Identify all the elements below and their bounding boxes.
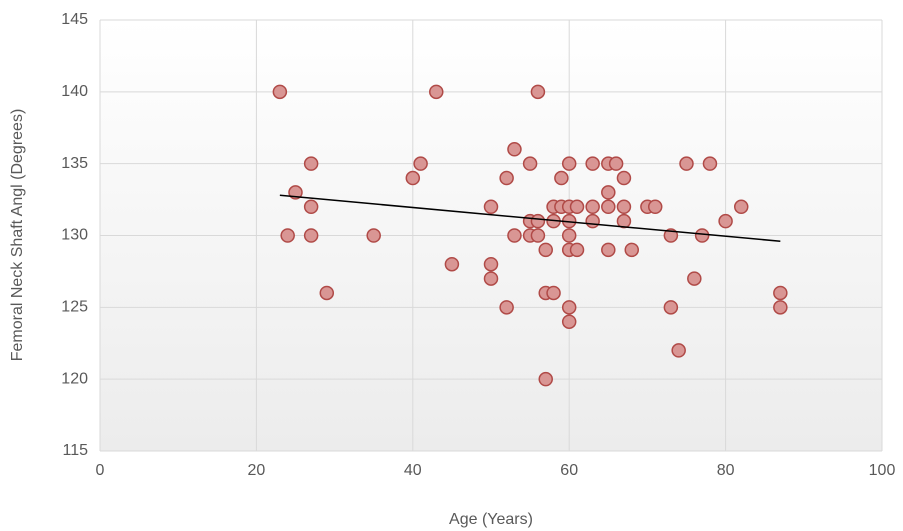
point bbox=[546, 285, 561, 301]
x-tick-label: 60 bbox=[560, 462, 578, 479]
y-tick-label: 145 bbox=[61, 11, 88, 28]
point bbox=[522, 156, 538, 171]
point bbox=[569, 199, 585, 215]
point bbox=[679, 156, 694, 171]
point bbox=[499, 170, 514, 186]
point bbox=[601, 242, 616, 258]
point bbox=[303, 199, 319, 215]
point bbox=[663, 300, 679, 315]
point bbox=[694, 228, 710, 243]
point bbox=[405, 170, 421, 186]
y-tick-label: 135 bbox=[61, 155, 88, 172]
point bbox=[303, 156, 319, 171]
point bbox=[718, 213, 733, 229]
point bbox=[624, 242, 640, 258]
x-tick-label: 100 bbox=[869, 462, 896, 479]
point bbox=[561, 228, 577, 243]
point bbox=[773, 285, 788, 301]
trendline bbox=[279, 194, 781, 242]
y-axis-label: Femoral Neck Shaft Angl (Degrees) bbox=[9, 109, 26, 362]
point bbox=[733, 199, 749, 215]
point bbox=[483, 256, 499, 272]
x-axis-label: Age (Years) bbox=[449, 511, 533, 528]
point bbox=[601, 199, 616, 215]
y-tick-label: 120 bbox=[61, 370, 88, 387]
point bbox=[280, 228, 295, 243]
point bbox=[429, 84, 444, 100]
point bbox=[554, 170, 569, 186]
point bbox=[561, 156, 577, 171]
y-tick-label: 115 bbox=[62, 442, 88, 459]
point bbox=[483, 271, 499, 286]
point bbox=[303, 228, 319, 243]
point bbox=[687, 271, 702, 286]
point bbox=[616, 199, 632, 215]
point bbox=[507, 228, 522, 243]
y-tick-label: 130 bbox=[61, 227, 88, 244]
point bbox=[366, 228, 381, 243]
point bbox=[561, 300, 577, 315]
point bbox=[507, 142, 522, 157]
x-tick-label: 0 bbox=[96, 462, 105, 479]
x-tick-label: 40 bbox=[404, 462, 422, 479]
point bbox=[499, 300, 514, 315]
point bbox=[616, 170, 632, 186]
point bbox=[773, 300, 788, 315]
point bbox=[585, 199, 600, 215]
point bbox=[483, 199, 499, 215]
point bbox=[647, 199, 663, 215]
point bbox=[530, 84, 546, 100]
point bbox=[585, 213, 600, 229]
point bbox=[288, 185, 303, 200]
point bbox=[538, 371, 553, 387]
point bbox=[671, 343, 686, 358]
point bbox=[663, 228, 679, 243]
point bbox=[601, 185, 616, 200]
y-tick-label: 125 bbox=[61, 299, 88, 316]
x-tick-label: 20 bbox=[248, 462, 266, 479]
point bbox=[585, 156, 600, 171]
x-tick-label: 80 bbox=[717, 462, 735, 479]
point bbox=[530, 213, 546, 229]
point bbox=[616, 213, 632, 229]
y-tick-label: 140 bbox=[61, 83, 88, 100]
point bbox=[413, 156, 428, 171]
point bbox=[530, 228, 546, 243]
point bbox=[272, 84, 288, 100]
point bbox=[444, 256, 460, 272]
point bbox=[702, 156, 718, 171]
point bbox=[608, 156, 624, 171]
point bbox=[569, 242, 585, 258]
point bbox=[319, 285, 335, 301]
point bbox=[538, 242, 553, 258]
point bbox=[561, 314, 577, 329]
